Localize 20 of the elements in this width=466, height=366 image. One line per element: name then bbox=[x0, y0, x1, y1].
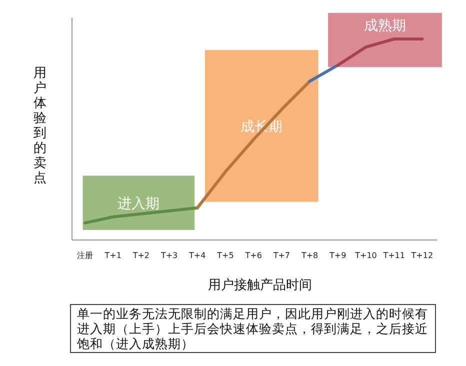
x-tick-label: T+4 bbox=[188, 251, 206, 260]
text: 单一的业务无法无限制的满足用户，因此用户刚进入的时候有进入期（上手）上手后会快速体验卖点，得到满足，之后接近饱和（进入成熟期） bbox=[70, 304, 436, 353]
x-tick-label: T+6 bbox=[244, 251, 262, 260]
band-label: 进入期 bbox=[118, 196, 160, 212]
band-label: 成熟期 bbox=[364, 18, 406, 34]
x-tick-label: T+1 bbox=[104, 251, 122, 260]
x-axis-title: 用户接触产品时间 bbox=[208, 278, 312, 293]
x-tick-label: T+9 bbox=[328, 251, 346, 260]
x-tick-label: T+12 bbox=[410, 251, 434, 260]
x-tick-label: T+8 bbox=[300, 251, 318, 260]
x-tick-label: T+3 bbox=[160, 251, 178, 260]
x-tick-label: T+10 bbox=[354, 251, 377, 260]
x-tick-label: T+11 bbox=[382, 251, 405, 260]
band: 进入期 bbox=[82, 176, 195, 230]
band: 成熟期 bbox=[328, 12, 442, 68]
x-tick-label: 注册 bbox=[77, 251, 93, 260]
x-tick-label: T+5 bbox=[216, 251, 234, 260]
y-axis-title: 用户体验到的卖点 bbox=[34, 66, 46, 186]
x-tick-label: T+2 bbox=[132, 251, 150, 260]
x-tick-label: T+7 bbox=[272, 251, 290, 260]
